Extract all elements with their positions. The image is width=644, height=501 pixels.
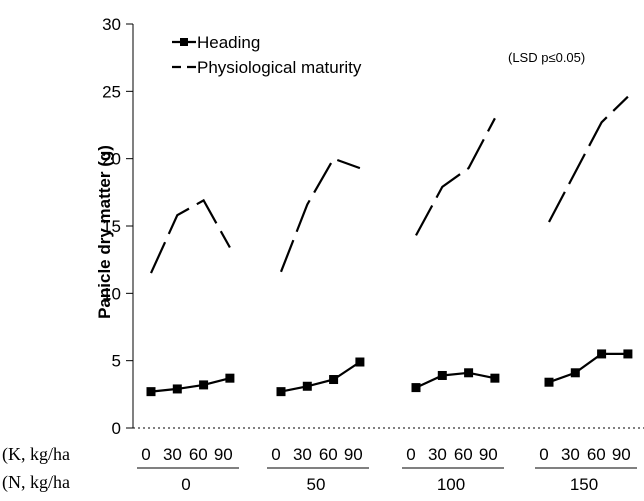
k-level-label: 0 xyxy=(271,445,280,464)
legend-heading-label: Heading xyxy=(197,33,260,52)
maturity-series-line xyxy=(279,157,361,273)
heading-point xyxy=(490,373,500,383)
k-level-label: 0 xyxy=(539,445,548,464)
k-level-label: 90 xyxy=(612,445,631,464)
heading-point xyxy=(464,368,474,378)
k-level-label: 90 xyxy=(214,445,233,464)
n-group-label: 150 xyxy=(570,475,598,494)
y-tick-label: 30 xyxy=(102,15,121,34)
heading-point xyxy=(225,373,235,383)
heading-series-line xyxy=(150,377,231,393)
n-row-label: (N, kg/ha xyxy=(2,472,70,493)
y-ticks: 0 5 10 15 20 25 30 xyxy=(102,15,133,438)
heading-point xyxy=(623,349,633,359)
heading-point xyxy=(276,387,286,397)
heading-point xyxy=(355,357,365,367)
heading-series-line xyxy=(280,361,361,393)
k-level-label: 90 xyxy=(344,445,363,464)
legend-maturity-label: Physiological maturity xyxy=(197,58,362,77)
lsd-annotation: (LSD p≤0.05) xyxy=(508,50,585,65)
heading-point xyxy=(570,368,580,378)
heading-series-line xyxy=(415,371,496,389)
k-level-label: 30 xyxy=(293,445,312,464)
k-level-label: 60 xyxy=(587,445,606,464)
x-labels: 0 30 60 90 0 0 30 60 90 50 0 30 60 90 100 0 30 60 90 150 xyxy=(137,445,637,494)
heading-series-line xyxy=(548,352,628,384)
n-group-label: 100 xyxy=(437,475,465,494)
k-level-label: 0 xyxy=(406,445,415,464)
n-group-label: 50 xyxy=(307,475,326,494)
legend: Heading Physiological maturity xyxy=(172,33,362,77)
heading-point xyxy=(146,387,156,397)
k-row-label: (K, kg/ha xyxy=(2,444,70,465)
y-tick-label: 15 xyxy=(102,217,121,236)
y-tick-label: 25 xyxy=(102,82,121,101)
maturity-series-line xyxy=(415,117,496,236)
y-tick-label: 5 xyxy=(112,352,121,371)
k-level-label: 0 xyxy=(141,445,150,464)
k-level-label: 90 xyxy=(479,445,498,464)
k-level-label: 30 xyxy=(428,445,447,464)
legend-heading-marker xyxy=(180,38,188,46)
heading-point xyxy=(437,370,447,380)
k-level-label: 60 xyxy=(454,445,473,464)
k-level-label: 30 xyxy=(561,445,580,464)
maturity-series-line xyxy=(548,95,629,223)
series xyxy=(146,95,633,397)
y-tick-label: 0 xyxy=(112,419,121,438)
heading-point xyxy=(597,349,607,359)
heading-point xyxy=(302,381,312,391)
n-group-label: 0 xyxy=(181,475,190,494)
y-tick-label: 20 xyxy=(102,150,121,169)
heading-point xyxy=(329,375,339,385)
k-level-label: 30 xyxy=(163,445,182,464)
heading-point xyxy=(199,380,209,390)
k-level-label: 60 xyxy=(319,445,338,464)
heading-point xyxy=(544,377,554,387)
heading-point xyxy=(172,384,182,394)
axes xyxy=(132,24,644,429)
k-level-label: 60 xyxy=(189,445,208,464)
maturity-series-line xyxy=(149,198,231,274)
heading-point xyxy=(411,383,421,393)
y-tick-label: 10 xyxy=(102,284,121,303)
y-axis-label: Panicle dry matter (g) xyxy=(95,145,114,319)
